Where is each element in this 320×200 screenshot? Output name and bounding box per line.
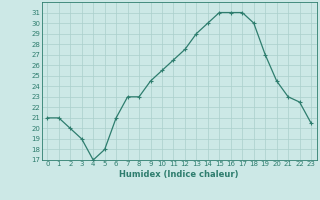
X-axis label: Humidex (Indice chaleur): Humidex (Indice chaleur) [119,170,239,179]
